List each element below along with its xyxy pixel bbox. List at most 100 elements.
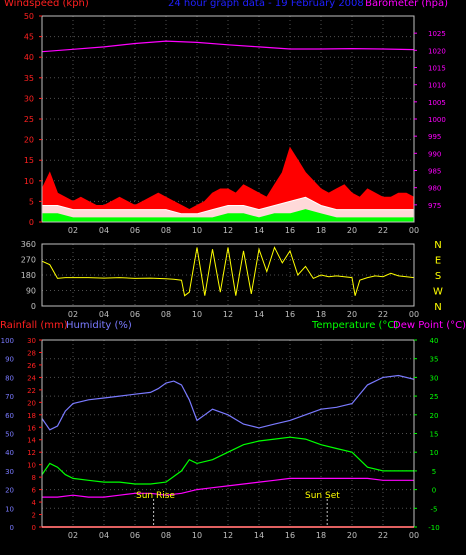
- direction-tick-label: 90: [26, 287, 36, 296]
- rainfall-tick-label: 20: [27, 399, 36, 407]
- barometer-tick-label: 975: [428, 202, 441, 210]
- barometer-tick-label: 995: [428, 133, 441, 141]
- x-tick-label: 08: [161, 310, 171, 319]
- barometer-tick-label: 985: [428, 168, 441, 176]
- direction-tick-label: 0: [31, 302, 36, 311]
- dewpoint-line: [42, 477, 414, 498]
- x-tick-label: 08: [161, 226, 171, 235]
- x-tick-label: 02: [68, 310, 78, 319]
- barometer-tick-label: 1015: [428, 65, 446, 73]
- x-tick-label: 20: [347, 531, 357, 540]
- barometer-tick-label: 990: [428, 150, 441, 158]
- rainfall-tick-label: 24: [27, 374, 36, 382]
- x-tick-label: 06: [130, 226, 140, 235]
- humidity-tick-label: 20: [5, 487, 14, 495]
- x-tick-label: 16: [285, 226, 295, 235]
- humidity-line: [41, 374, 415, 431]
- wind-tick-label: 10: [24, 177, 34, 186]
- compass-label: N: [434, 240, 441, 251]
- x-tick-label: 04: [99, 226, 109, 235]
- humidity-tick-label: 50: [5, 431, 14, 439]
- x-tick-label: 22: [378, 310, 388, 319]
- rainfall-tick-label: 10: [27, 462, 36, 470]
- temperature-tick-label: -10: [428, 524, 439, 532]
- x-tick-label: 10: [192, 310, 202, 319]
- rainfall-tick-label: 18: [27, 412, 36, 420]
- rainfall-tick-label: 12: [27, 449, 36, 457]
- x-tick-label: 06: [130, 531, 140, 540]
- x-tick-label: 20: [347, 310, 357, 319]
- x-tick-label: 04: [99, 531, 109, 540]
- barometer-tick-label: 1005: [428, 99, 446, 107]
- x-tick-label: 12: [223, 531, 233, 540]
- x-tick-label: 00: [409, 226, 419, 235]
- barometer-tick-label: 1000: [428, 116, 446, 124]
- humidity-tick-label: 40: [5, 449, 14, 457]
- humidity-tick-label: 10: [5, 505, 14, 513]
- x-tick-label: 08: [161, 531, 171, 540]
- barometer-tick-label: 980: [428, 185, 441, 193]
- wind-tick-label: 0: [29, 218, 34, 227]
- rainfall-tick-label: 0: [32, 524, 36, 532]
- x-tick-label: 12: [223, 310, 233, 319]
- panel-frame-2: [41, 243, 415, 307]
- direction-tick-label: 270: [21, 256, 36, 265]
- wind-tick-label: 30: [24, 94, 34, 103]
- temperature-tick-label: 35: [430, 356, 439, 364]
- x-tick-label: 18: [316, 226, 326, 235]
- humidity-tick-label: 80: [5, 374, 14, 382]
- rainfall-tick-label: 14: [27, 437, 36, 445]
- humidity-tick-label: 0: [10, 524, 14, 532]
- temperature-tick-label: 5: [432, 468, 436, 476]
- wind-tick-label: 25: [24, 115, 34, 124]
- humidity-tick-label: 30: [5, 468, 14, 476]
- wind-tick-label: 45: [24, 33, 34, 42]
- wind-low-area: [41, 209, 415, 223]
- wind-tick-label: 20: [24, 136, 34, 145]
- temperature-line: [41, 436, 414, 485]
- direction-line: [41, 246, 415, 297]
- rainfall-tick-label: 30: [27, 337, 36, 345]
- x-tick-label: 16: [285, 531, 295, 540]
- compass-label: W: [433, 287, 443, 298]
- x-tick-label: 00: [409, 310, 419, 319]
- barometer-tick-label: 1010: [428, 82, 446, 90]
- compass-label: E: [435, 256, 441, 267]
- temperature-tick-label: 20: [430, 412, 439, 420]
- rainfall-tick-label: 22: [27, 387, 36, 395]
- temperature-tick-label: 0: [432, 487, 436, 495]
- wind-tick-label: 15: [24, 156, 34, 165]
- x-tick-label: 10: [192, 226, 202, 235]
- temperature-tick-label: 40: [430, 337, 439, 345]
- humidity-tick-label: 90: [5, 356, 14, 364]
- rainfall-tick-label: 4: [32, 499, 37, 507]
- temperature-tick-label: 25: [430, 393, 439, 401]
- compass-label: S: [435, 271, 441, 282]
- temperature-tick-label: 15: [430, 431, 439, 439]
- x-tick-label: 02: [68, 531, 78, 540]
- compass-label: N: [434, 302, 441, 313]
- x-tick-label: 10: [192, 531, 202, 540]
- temperature-tick-label: 30: [430, 374, 439, 382]
- x-tick-label: 16: [285, 310, 295, 319]
- x-tick-label: 20: [347, 226, 357, 235]
- rainfall-tick-label: 26: [27, 362, 36, 370]
- x-tick-label: 12: [223, 226, 233, 235]
- gust-area: [41, 146, 415, 223]
- wind-tick-label: 35: [24, 74, 34, 83]
- rainfall-tick-label: 6: [32, 487, 37, 495]
- x-tick-label: 06: [130, 310, 140, 319]
- x-tick-label: 22: [378, 226, 388, 235]
- rainfall-tick-label: 2: [32, 512, 36, 520]
- humidity-tick-label: 60: [5, 412, 14, 420]
- x-tick-label: 18: [316, 310, 326, 319]
- wind-tick-label: 40: [24, 53, 34, 62]
- direction-tick-label: 360: [21, 240, 36, 249]
- rainfall-tick-label: 8: [32, 474, 36, 482]
- wind-tick-label: 5: [29, 197, 34, 206]
- x-tick-label: 04: [99, 310, 109, 319]
- barometer-tick-label: 1025: [428, 30, 446, 38]
- rainfall-tick-label: 28: [27, 349, 36, 357]
- temperature-tick-label: -5: [431, 505, 438, 513]
